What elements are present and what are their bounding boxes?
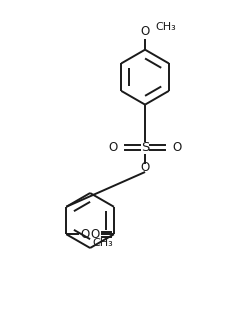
Text: O: O [90, 228, 99, 241]
Text: O: O [140, 25, 149, 38]
Text: O: O [171, 141, 180, 154]
Text: CH₃: CH₃ [91, 238, 112, 248]
Text: O: O [80, 228, 89, 241]
Text: O: O [140, 161, 149, 174]
Text: CH₃: CH₃ [155, 22, 176, 32]
Text: O: O [108, 141, 118, 154]
Text: S: S [140, 141, 149, 154]
